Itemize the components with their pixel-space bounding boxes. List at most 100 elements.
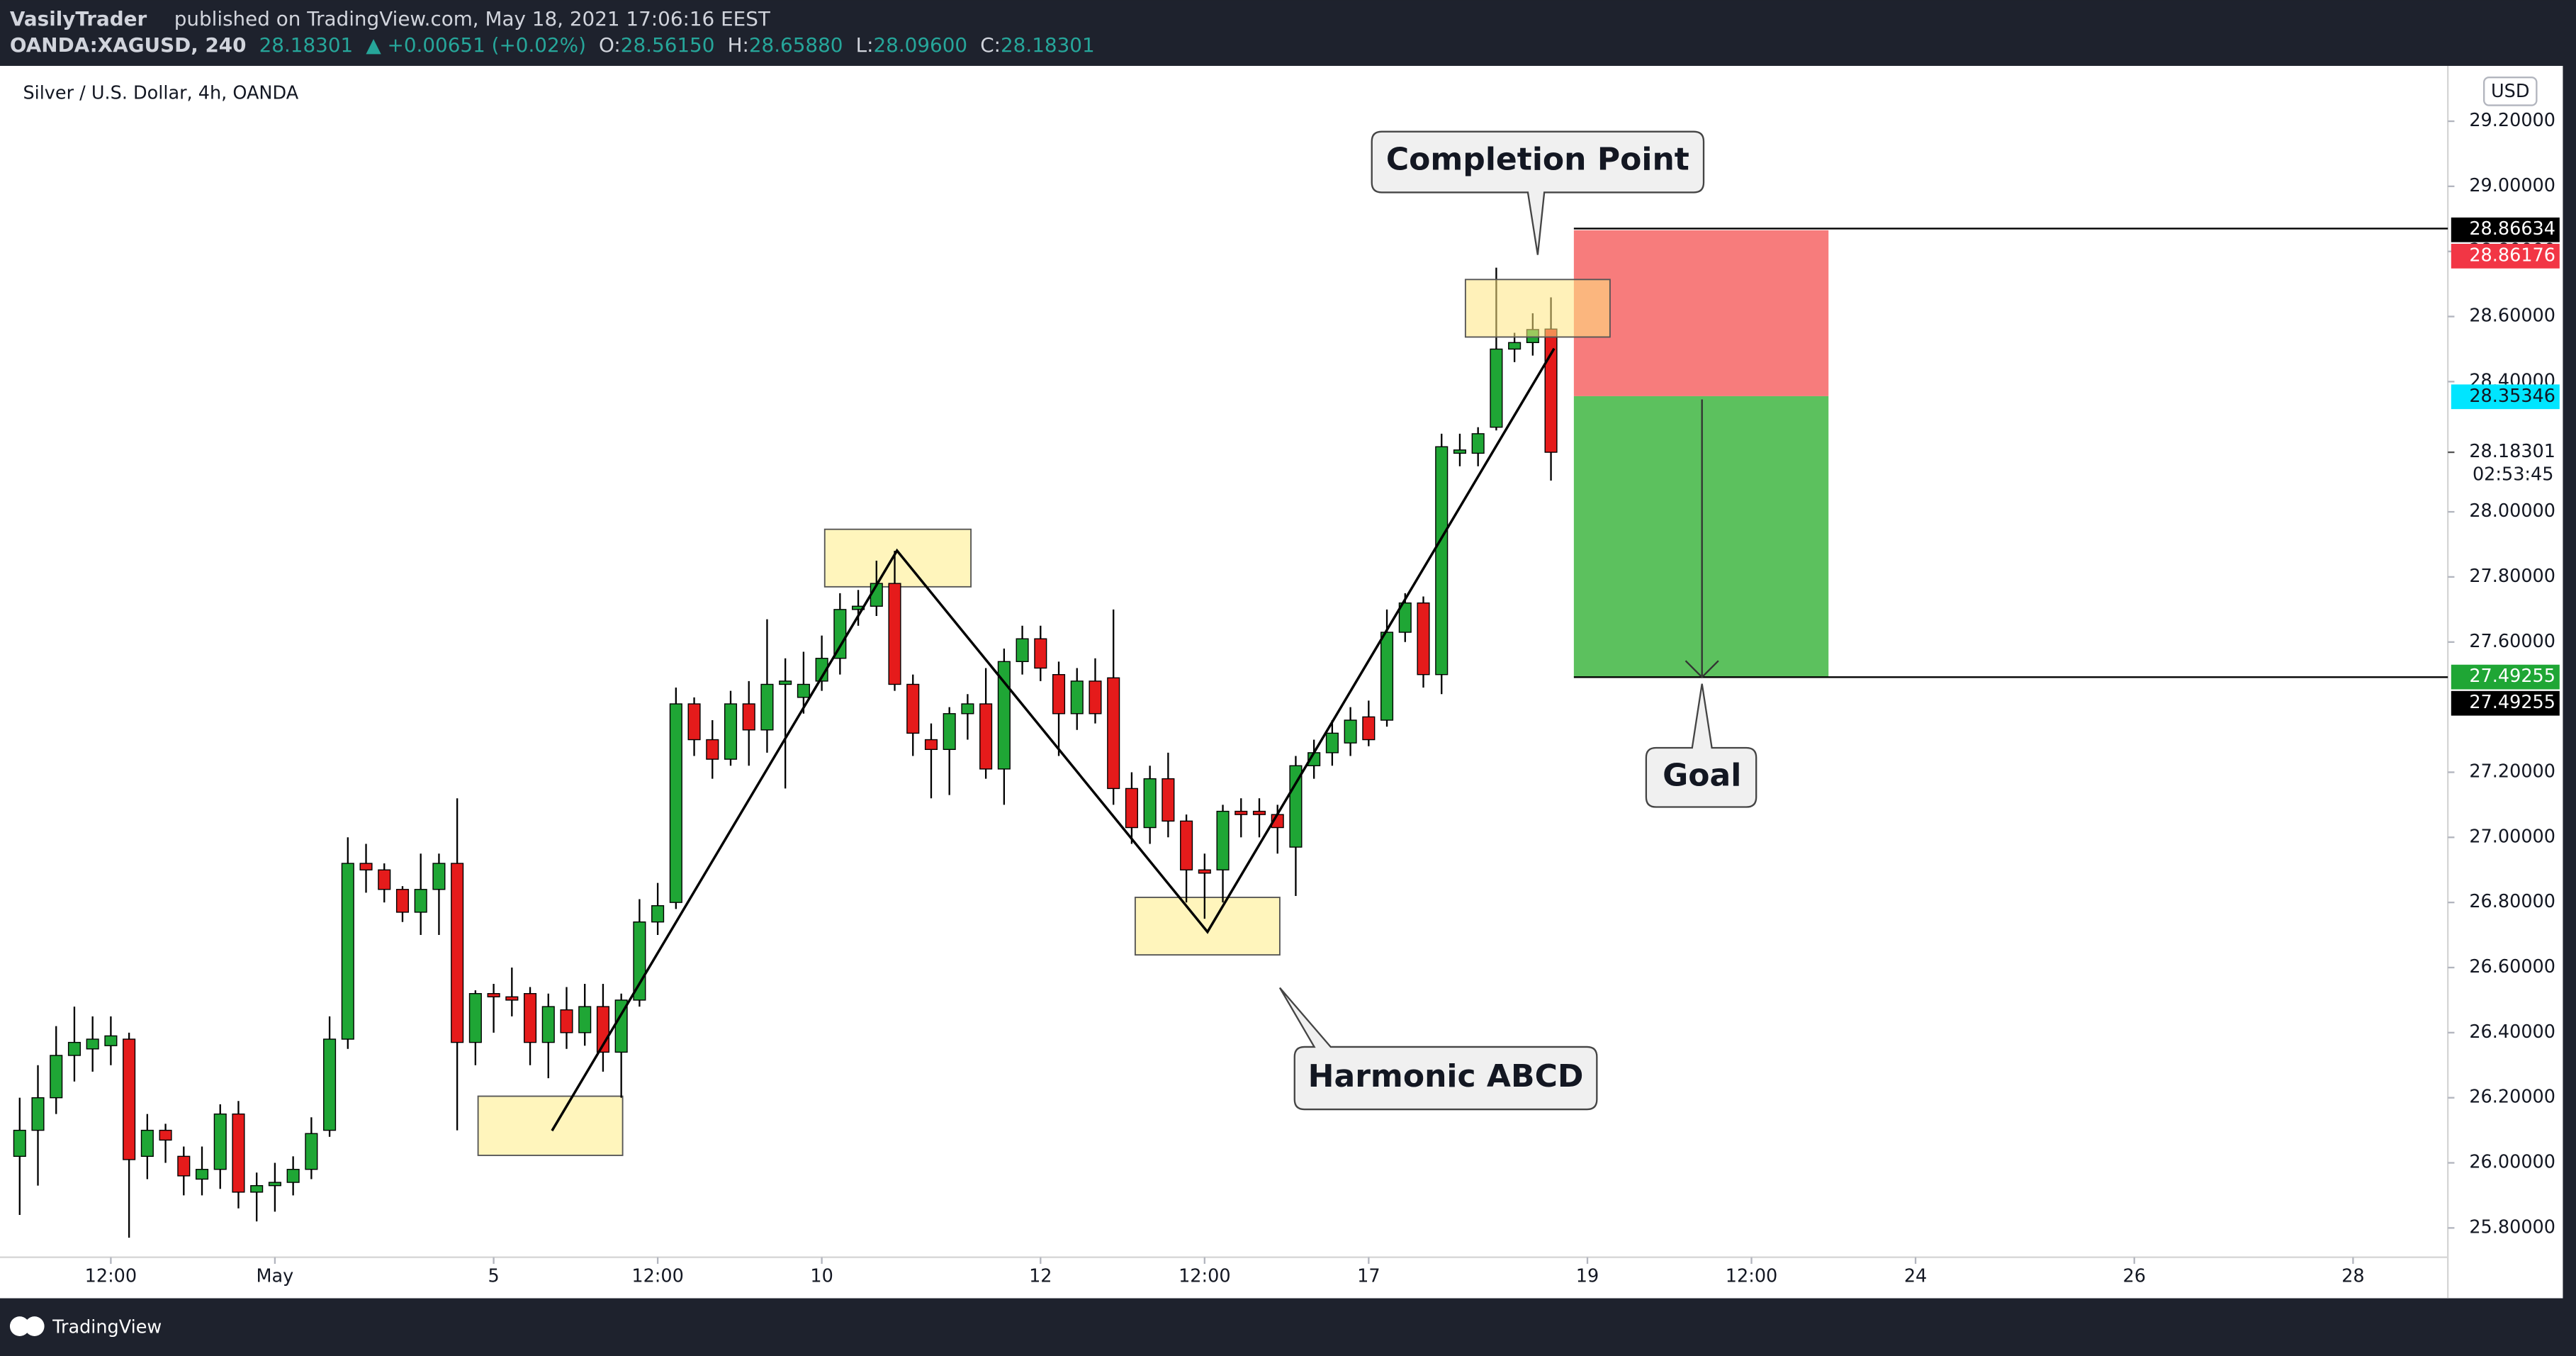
pattern-boxes: [477, 528, 1281, 1156]
candle-body: [797, 683, 810, 698]
candle-body: [140, 1129, 154, 1158]
candle-body: [1234, 810, 1248, 815]
logo-mark: [9, 1316, 30, 1336]
y-tick-label: 27.20000: [2469, 761, 2555, 782]
candle-body: [815, 658, 828, 682]
candle-body: [1453, 449, 1466, 454]
candle-body: [86, 1038, 99, 1050]
x-tick-label: 12:00: [1179, 1265, 1230, 1287]
last: 28.18301: [259, 33, 354, 57]
candle-body: [1070, 680, 1084, 715]
x-tick-label: 10: [810, 1265, 833, 1287]
callout-goal: Goal: [1645, 683, 1757, 808]
countdown: 02:53:45: [2473, 464, 2554, 485]
candle-body: [724, 703, 738, 760]
candle-body: [50, 1055, 63, 1099]
candle-body: [159, 1129, 172, 1141]
candle-body: [213, 1113, 227, 1170]
y-tick-label: 26.00000: [2469, 1152, 2555, 1173]
callout-text: Harmonic ABCD: [1308, 1058, 1584, 1094]
candle-body: [1180, 820, 1193, 870]
price-marker-label: 27.49255: [2469, 692, 2555, 713]
x-tick-label: 12: [1029, 1265, 1052, 1287]
candle-body: [123, 1038, 136, 1160]
chart-title: Silver / U.S. Dollar, 4h, OANDA: [23, 82, 298, 103]
y-tick-label: 25.80000: [2469, 1216, 2555, 1238]
candle-body: [924, 739, 938, 751]
o: 28.56150: [621, 33, 715, 57]
h: 28.65880: [749, 33, 843, 57]
x-tick-label: 28: [2341, 1265, 2364, 1287]
candle-body: [468, 993, 482, 1043]
callout-pattern: Harmonic ABCD: [1278, 987, 1598, 1111]
candle-body: [1435, 446, 1449, 676]
candle-body: [1344, 719, 1357, 744]
candle-body: [943, 713, 956, 751]
logo-mark: [24, 1316, 45, 1336]
h-label: H:: [728, 33, 749, 57]
candle-body: [1034, 638, 1047, 669]
candle-body: [1471, 433, 1485, 454]
candle-body: [906, 683, 920, 734]
candle-body: [560, 1009, 573, 1033]
candle-body: [888, 583, 901, 685]
header-user: VasilyTrader: [10, 7, 147, 30]
candle-body: [414, 889, 427, 913]
candle-body: [104, 1035, 118, 1046]
candle-body: [505, 996, 519, 1001]
candle-body: [997, 661, 1011, 770]
l-label: L:: [856, 33, 874, 57]
y-tick-label: 26.80000: [2469, 891, 2555, 912]
o-label: O:: [599, 33, 621, 57]
pattern-overlay: [551, 279, 1611, 1132]
candle-body: [1252, 810, 1266, 815]
point-c-box: [1134, 897, 1281, 956]
price-marker: [2451, 243, 2560, 269]
candle-body: [451, 863, 464, 1043]
callout-text: Goal: [1663, 758, 1741, 794]
y-tick-label: 27.00000: [2469, 826, 2555, 847]
candle-body: [1508, 342, 1522, 350]
candle-body: [1143, 778, 1157, 829]
price-marker-label: 28.86634: [2469, 218, 2555, 240]
c-label: C:: [980, 33, 1001, 57]
candle-body: [177, 1155, 191, 1177]
candle-body: [1216, 810, 1230, 870]
price-marker: [2451, 690, 2560, 716]
candle-body: [1325, 732, 1339, 753]
header-ohlc: OANDA:XAGUSD, 240 28.18301 ▲ +0.00651 (+…: [10, 33, 1095, 57]
candle-body: [742, 703, 755, 731]
candle-body: [305, 1133, 318, 1170]
candle-body: [1162, 778, 1175, 822]
candle-body: [1544, 328, 1558, 453]
candle-body: [268, 1182, 281, 1187]
y-tick-label: 26.40000: [2469, 1021, 2555, 1043]
candle-body: [687, 703, 701, 741]
candle-body: [1380, 632, 1394, 721]
change: ▲ +0.00651 (+0.02%): [366, 33, 586, 57]
candle-body: [195, 1168, 209, 1180]
x-tick-label: 19: [1576, 1265, 1599, 1287]
price-marker-label: 28.86176: [2469, 245, 2555, 266]
candle-body: [31, 1097, 45, 1131]
candle-body: [1089, 680, 1102, 715]
arrow-head: [1684, 660, 1719, 678]
brand: TradingView: [52, 1316, 162, 1338]
y-tick-label: 27.60000: [2469, 631, 2555, 652]
header-bar: [0, 0, 2576, 66]
c: 28.18301: [1001, 33, 1095, 57]
stop-zone: [1573, 230, 1829, 396]
x-tick-label: 12:00: [631, 1265, 684, 1287]
candle-body: [1125, 788, 1138, 829]
y-tick-label: 27.80000: [2469, 566, 2555, 587]
price-marker-label: 28.35346: [2469, 386, 2555, 407]
candle-body: [341, 863, 354, 1040]
candle-body: [760, 683, 774, 731]
candle-body: [706, 739, 719, 760]
x-tick-label: 12:00: [1726, 1265, 1778, 1287]
candle-body: [1490, 348, 1503, 428]
callout-box: [1371, 130, 1705, 255]
y-tick-label: 28.00000: [2469, 500, 2555, 522]
x-tick-label: 12:00: [85, 1265, 137, 1287]
